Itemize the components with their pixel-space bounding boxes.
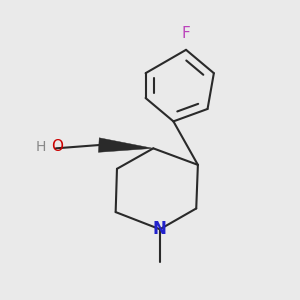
Text: O: O (52, 139, 64, 154)
Text: H: H (36, 140, 46, 154)
Polygon shape (98, 138, 153, 152)
Text: F: F (182, 26, 190, 41)
Text: N: N (153, 220, 167, 238)
